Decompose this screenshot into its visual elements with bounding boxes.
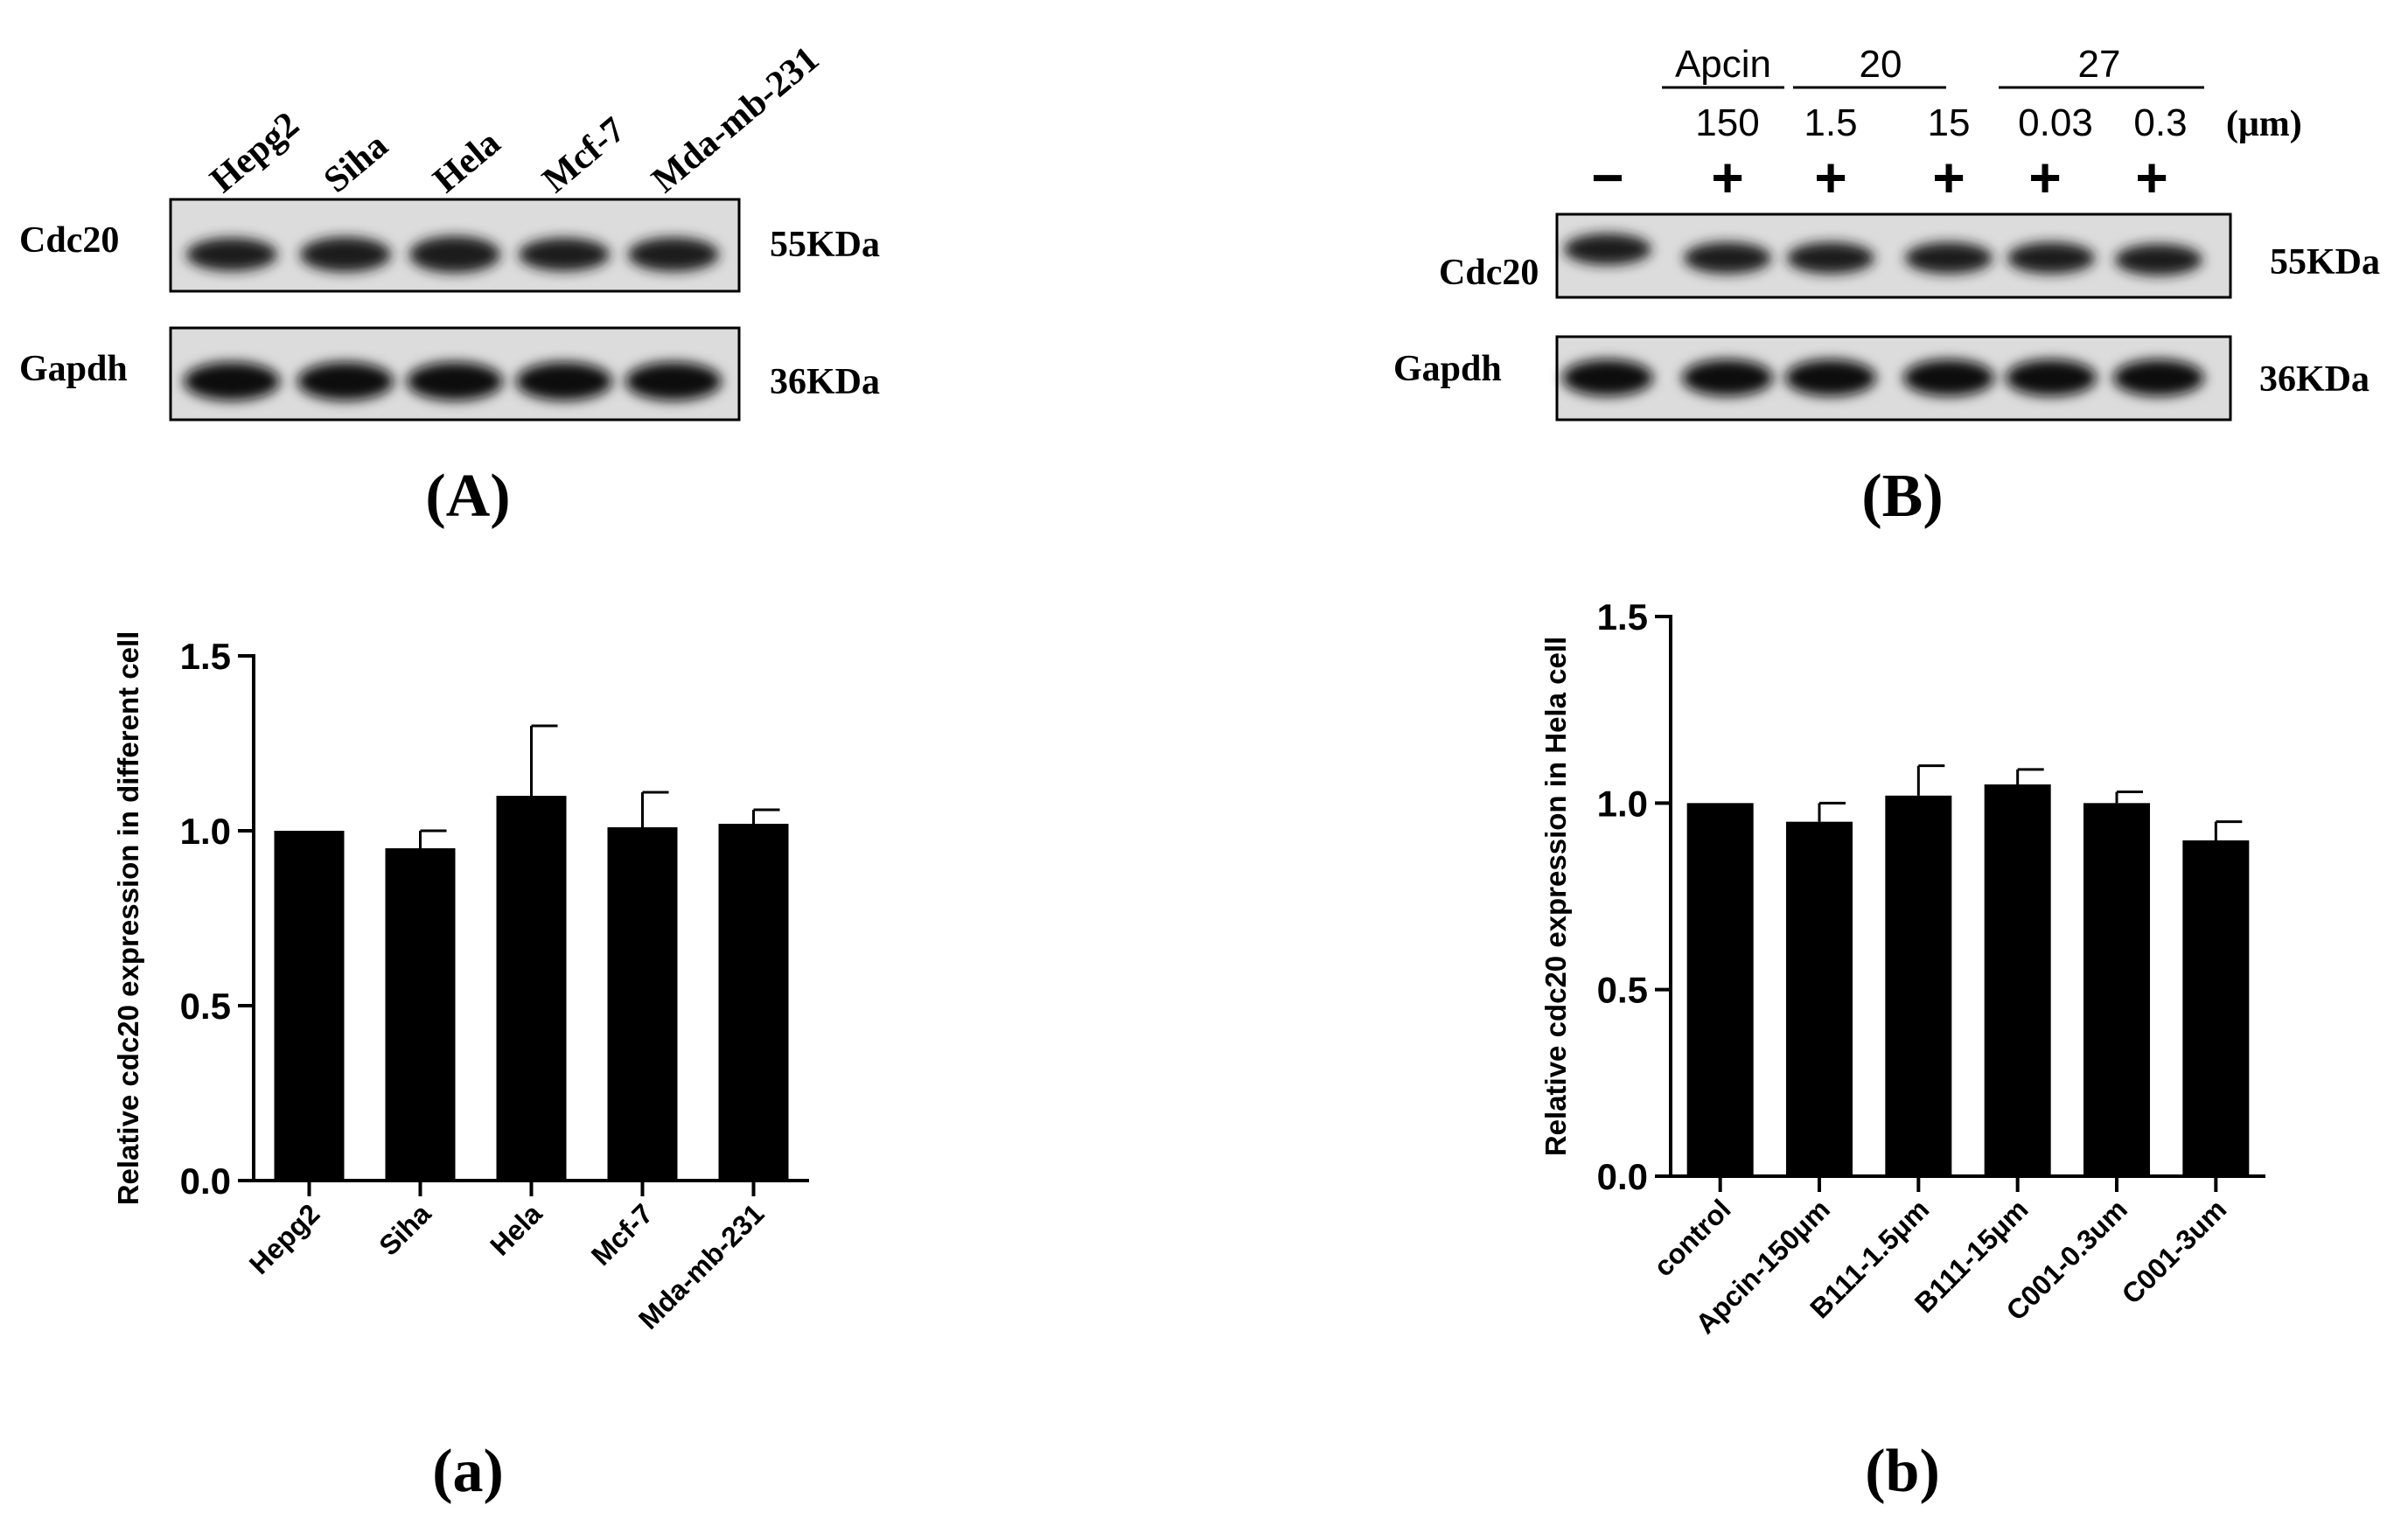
y-axis-label: Relative cdc20 expression in Hela cell	[1539, 637, 1572, 1156]
concentration-label: 0.3	[2133, 101, 2187, 144]
gapdh-size-label-a: 36KDa	[770, 362, 880, 402]
cdc20-protein-label-a: Cdc20	[19, 220, 119, 261]
treatment-sign: +	[1814, 146, 1846, 209]
x-tick-label: Hela	[484, 1197, 548, 1261]
cdc20-protein-label-b: Cdc20	[1439, 253, 1539, 293]
panel-b-chart-label: (b)	[1865, 1438, 1940, 1505]
chart-b: 0.0 0.5 1.0 1.5 Relative cdc20 expression in…	[1539, 596, 2265, 1340]
bar	[718, 824, 789, 1181]
treatment-sign: +	[2028, 146, 2061, 209]
y-tick-label: 0.0	[1597, 1156, 1648, 1197]
panel-b-label: (B)	[1861, 463, 1943, 530]
cdc20-band-a	[186, 238, 277, 271]
bar	[1686, 803, 1754, 1176]
lane-label-a: Mcf-7	[535, 109, 633, 200]
gapdh-band-b	[1903, 359, 1994, 396]
gapdh-protein-label-a: Gapdh	[19, 349, 128, 389]
unit-label: (μm)	[2226, 104, 2302, 144]
bar	[385, 848, 456, 1181]
gapdh-band-b	[1785, 359, 1876, 396]
cdc20-band-a	[300, 237, 391, 272]
cdc20-size-label-a: 55KDa	[770, 225, 880, 265]
gapdh-band-a	[516, 362, 612, 401]
x-tick-label: control	[1647, 1193, 1736, 1282]
lane-label-a: Hepg2	[203, 104, 307, 200]
group-label-20: 20	[1860, 43, 1902, 86]
cdc20-band-b	[1684, 242, 1771, 274]
gapdh-size-label-b: 36KDa	[2259, 359, 2370, 400]
concentration-label: 1.5	[1804, 101, 1857, 144]
cdc20-band-b	[2007, 242, 2095, 274]
bar	[274, 831, 345, 1181]
cdc20-band-b	[1787, 242, 1874, 274]
treatment-sign: +	[1932, 146, 1965, 209]
bar	[1984, 784, 2051, 1176]
gapdh-protein-label-b: Gapdh	[1393, 349, 1502, 389]
bar	[1885, 795, 1952, 1176]
cdc20-band-b	[1564, 233, 1651, 265]
chart-a: 0.0 0.5 1.0 1.5 Relative cdc20 expression in…	[112, 631, 809, 1335]
group-label-apcin: Apcin	[1675, 43, 1771, 86]
y-tick-label: 0.0	[180, 1160, 231, 1202]
panel-a-blot: Hepg2 Siha Hela Mcf-7 Mda-mb-231 Cdc20 55KDa…	[19, 38, 880, 530]
x-tick-label: Hepg2	[243, 1197, 326, 1280]
gapdh-band-b	[2113, 359, 2204, 396]
gapdh-band-b	[1682, 359, 1773, 396]
concentration-label: 0.03	[2018, 101, 2093, 144]
panel-b-blot: Apcin 20 27 150 1.5 15 0.03 0.3 (μm) − + + + + + …	[1393, 43, 2380, 530]
treatment-sign: +	[2135, 146, 2167, 209]
x-tick-label: Siha	[373, 1197, 436, 1261]
gapdh-band-a	[297, 362, 394, 401]
cdc20-band-a	[409, 236, 500, 273]
panel-a-chart-label: (a)	[432, 1438, 504, 1505]
panel-a-label: (A)	[425, 463, 510, 530]
cdc20-band-b	[1905, 242, 1993, 274]
y-tick-label: 0.5	[1597, 970, 1648, 1011]
bar	[2182, 840, 2250, 1176]
bar	[496, 796, 567, 1181]
y-tick-label: 1.0	[180, 811, 231, 852]
treatment-sign: −	[1591, 146, 1623, 209]
bar	[1786, 821, 1853, 1176]
y-tick-label: 0.5	[180, 986, 231, 1027]
cdc20-band-a	[628, 237, 719, 272]
cdc20-size-label-b: 55KDa	[2270, 242, 2380, 282]
lane-label-a: Mda-mb-231	[645, 38, 827, 200]
y-tick-label: 1.5	[180, 636, 231, 677]
x-tick-label: C001-3um	[2116, 1193, 2233, 1310]
gapdh-band-a	[625, 362, 722, 401]
cdc20-band-b	[2115, 244, 2202, 275]
gapdh-band-a	[184, 362, 280, 401]
treatment-sign: +	[1711, 146, 1743, 209]
y-tick-label: 1.5	[1597, 596, 1648, 638]
lane-label-a: Hela	[426, 122, 508, 200]
group-label-27: 27	[2078, 43, 2121, 86]
bar	[607, 827, 678, 1181]
concentration-label: 15	[1928, 101, 1971, 144]
x-tick-label: Mcf-7	[585, 1197, 660, 1272]
bar	[2083, 803, 2150, 1176]
gapdh-band-b	[2006, 359, 2097, 396]
y-tick-label: 1.0	[1597, 783, 1648, 824]
gapdh-band-b	[1562, 359, 1653, 396]
y-axis-label: Relative cdc20 expression in different c…	[112, 631, 144, 1206]
lane-label-a: Siha	[317, 125, 395, 200]
concentration-label: 150	[1695, 101, 1759, 144]
cdc20-band-a	[519, 238, 610, 271]
gapdh-band-a	[407, 362, 503, 401]
